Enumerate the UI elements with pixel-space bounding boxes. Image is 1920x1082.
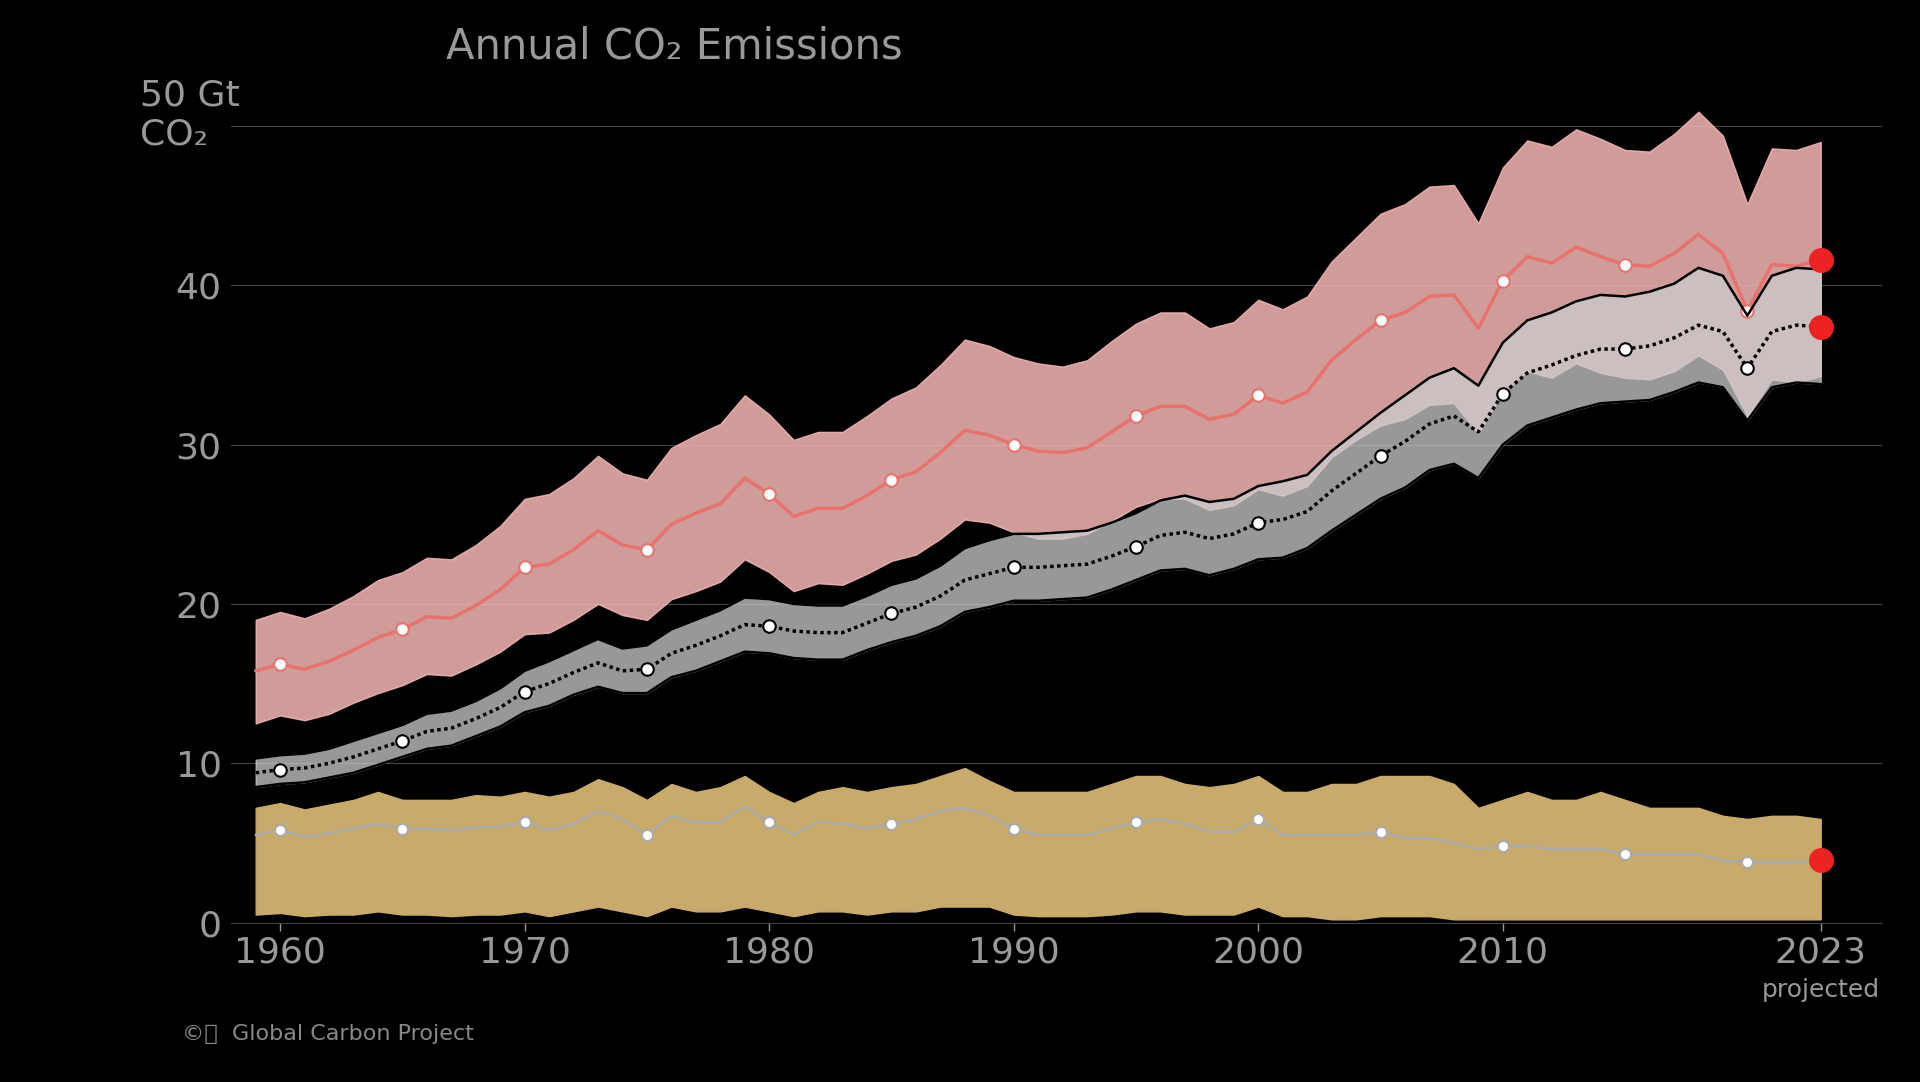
Text: ©ⓘ  Global Carbon Project: ©ⓘ Global Carbon Project <box>182 1025 474 1044</box>
Text: 50 Gt
CO₂: 50 Gt CO₂ <box>140 78 240 151</box>
Text: projected: projected <box>1763 978 1880 1002</box>
Text: Annual CO₂ Emissions: Annual CO₂ Emissions <box>445 26 902 68</box>
